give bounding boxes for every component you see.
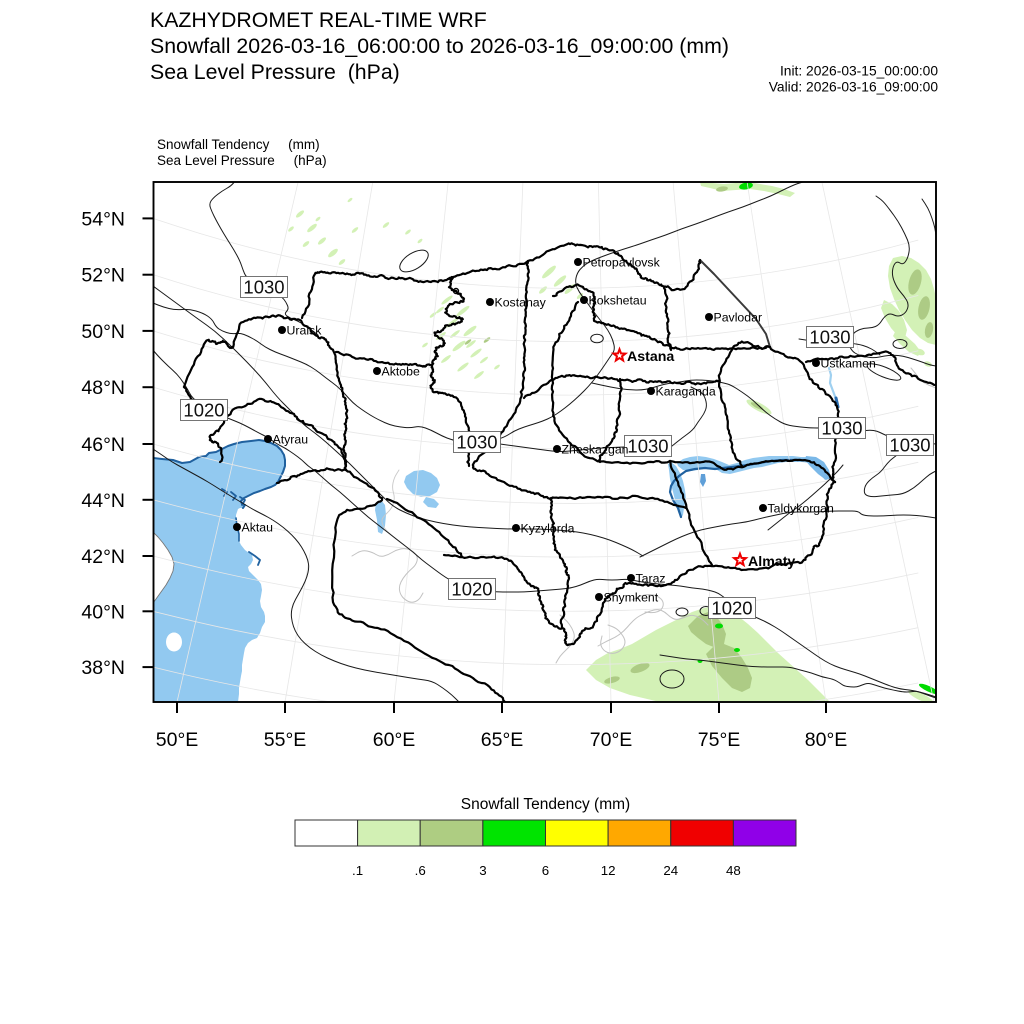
svg-text:65°E: 65°E — [481, 729, 524, 751]
svg-text:44°N: 44°N — [81, 490, 125, 512]
svg-text:Snowfall Tendency (mm): Snowfall Tendency (mm) — [157, 137, 320, 152]
svg-text:1030: 1030 — [243, 277, 284, 298]
svg-text:Pavlodar: Pavlodar — [714, 310, 763, 324]
svg-text:54°N: 54°N — [81, 208, 125, 230]
svg-text:Sea Level Pressure (hPa): Sea Level Pressure (hPa) — [150, 60, 400, 84]
svg-text:50°N: 50°N — [81, 321, 125, 343]
svg-text:Kokshetau: Kokshetau — [589, 293, 647, 307]
svg-text:55°E: 55°E — [264, 729, 307, 751]
svg-text:70°E: 70°E — [590, 729, 633, 751]
svg-text:3: 3 — [479, 863, 486, 878]
svg-text:Snowfall 2026-03-16_06:00:00 t: Snowfall 2026-03-16_06:00:00 to 2026-03-… — [150, 34, 729, 58]
svg-text:Petropavlovsk: Petropavlovsk — [583, 255, 661, 269]
svg-text:80°E: 80°E — [805, 729, 848, 751]
svg-text:KAZHYDROMET REAL-TIME WRF: KAZHYDROMET REAL-TIME WRF — [150, 8, 487, 32]
svg-text:Init: 2026-03-15_00:00:00: Init: 2026-03-15_00:00:00 — [780, 64, 938, 79]
svg-text:Snowfall Tendency (mm): Snowfall Tendency (mm) — [461, 796, 630, 813]
svg-text:1030: 1030 — [627, 436, 668, 457]
svg-text:46°N: 46°N — [81, 434, 125, 456]
svg-text:1020: 1020 — [183, 400, 224, 421]
svg-text:42°N: 42°N — [81, 546, 125, 568]
svg-text:Astana: Astana — [627, 349, 674, 365]
svg-text:Karaganda: Karaganda — [656, 384, 716, 398]
svg-text:.6: .6 — [415, 863, 426, 878]
svg-text:Almaty: Almaty — [748, 554, 795, 570]
svg-text:Taraz: Taraz — [636, 571, 666, 585]
svg-text:.1: .1 — [352, 863, 363, 878]
svg-text:12: 12 — [601, 863, 616, 878]
svg-text:Atyrau: Atyrau — [273, 432, 309, 446]
svg-text:52°N: 52°N — [81, 265, 125, 287]
svg-text:40°N: 40°N — [81, 601, 125, 623]
svg-text:Taldykorgan: Taldykorgan — [768, 501, 834, 515]
svg-text:1030: 1030 — [889, 435, 930, 456]
svg-text:Sea Level Pressure (hPa): Sea Level Pressure (hPa) — [157, 153, 327, 168]
svg-text:Kostanay: Kostanay — [495, 295, 547, 309]
svg-text:Valid: 2026-03-16_09:00:00: Valid: 2026-03-16_09:00:00 — [769, 80, 939, 95]
svg-text:Aktau: Aktau — [242, 520, 274, 534]
svg-text:24: 24 — [663, 863, 678, 878]
svg-text:Zheskazgan: Zheskazgan — [562, 442, 629, 456]
svg-text:6: 6 — [542, 863, 549, 878]
svg-text:50°E: 50°E — [156, 729, 199, 751]
svg-text:48: 48 — [726, 863, 741, 878]
svg-text:Aktobe: Aktobe — [382, 364, 420, 378]
svg-text:Ustkamen: Ustkamen — [821, 356, 877, 370]
svg-text:1030: 1030 — [821, 418, 862, 439]
svg-text:1030: 1030 — [809, 327, 850, 348]
svg-text:38°N: 38°N — [81, 657, 125, 679]
svg-text:1020: 1020 — [711, 598, 752, 619]
svg-text:Uralsk: Uralsk — [287, 323, 323, 337]
svg-text:48°N: 48°N — [81, 377, 125, 399]
svg-text:1020: 1020 — [451, 579, 492, 600]
svg-text:Shymkent: Shymkent — [604, 590, 659, 604]
svg-text:75°E: 75°E — [698, 729, 741, 751]
svg-text:1030: 1030 — [456, 432, 497, 453]
svg-text:Kyzylorda: Kyzylorda — [521, 521, 575, 535]
svg-text:60°E: 60°E — [373, 729, 416, 751]
